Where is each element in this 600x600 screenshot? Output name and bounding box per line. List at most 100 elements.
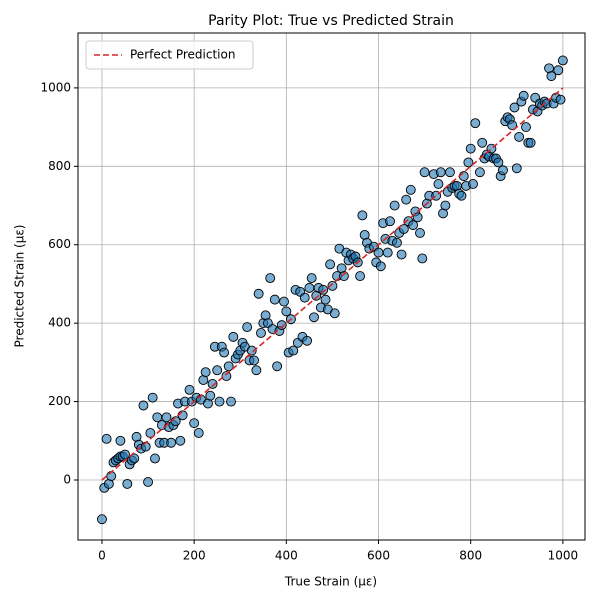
data-point <box>555 94 566 105</box>
data-point <box>279 296 289 307</box>
data-point <box>509 102 520 113</box>
data-point <box>269 294 280 305</box>
data-point <box>138 400 149 411</box>
data-point <box>525 137 536 148</box>
data-point <box>129 453 140 464</box>
data-point <box>150 453 160 464</box>
data-point <box>288 345 299 356</box>
data-point <box>299 292 310 303</box>
data-point <box>463 157 474 168</box>
data-point <box>147 392 158 403</box>
data-point <box>219 347 230 358</box>
data-point <box>389 200 400 211</box>
data-point <box>511 163 522 174</box>
x-axis-label: True Strain (με) <box>284 575 377 589</box>
data-point <box>498 165 508 176</box>
x-tick-label: 600 <box>367 549 390 563</box>
data-point <box>228 331 239 342</box>
data-point <box>265 273 276 284</box>
data-point <box>546 71 557 82</box>
data-point <box>122 478 133 489</box>
data-point <box>306 273 317 284</box>
data-point <box>398 224 409 235</box>
legend-box <box>85 40 254 70</box>
data-point <box>272 361 283 372</box>
data-point <box>212 365 223 376</box>
data-point <box>161 412 172 423</box>
data-point <box>518 90 529 101</box>
data-point <box>401 194 412 205</box>
data-point <box>251 365 262 376</box>
y-tick-label: 400 <box>48 316 71 330</box>
chart-title: Parity Plot: True vs Predicted Strain <box>208 13 454 29</box>
data-point <box>221 371 232 382</box>
data-point <box>470 118 481 129</box>
data-point <box>514 131 525 142</box>
data-point <box>143 477 154 487</box>
data-point <box>302 335 313 346</box>
data-point <box>419 167 430 178</box>
data-point <box>318 284 329 295</box>
data-point <box>338 271 349 282</box>
data-point <box>396 249 407 260</box>
data-point <box>521 122 531 133</box>
data-point <box>97 514 107 525</box>
data-point <box>557 55 568 66</box>
data-point <box>101 433 112 444</box>
data-point <box>249 355 260 366</box>
data-point <box>474 167 485 178</box>
x-tick-label: 200 <box>183 549 206 563</box>
data-point <box>145 428 156 438</box>
data-point <box>357 210 368 221</box>
data-point <box>193 428 204 438</box>
data-point <box>440 200 451 211</box>
data-point <box>256 328 266 338</box>
x-tick-label: 400 <box>275 549 298 563</box>
y-tick-label: 0 <box>63 473 71 487</box>
data-point <box>375 261 386 272</box>
reference-line <box>101 87 564 481</box>
data-point <box>189 418 200 429</box>
data-point <box>281 306 292 317</box>
data-point <box>177 410 188 421</box>
data-point <box>408 220 419 231</box>
data-point <box>120 449 130 460</box>
data-point <box>385 216 395 227</box>
data-point <box>276 320 287 331</box>
data-point <box>325 259 336 270</box>
data-point <box>175 435 186 446</box>
data-point <box>166 437 177 448</box>
data-point <box>458 171 469 182</box>
y-tick-label: 1000 <box>40 80 71 94</box>
data-point <box>320 294 331 305</box>
y-tick-label: 800 <box>48 159 71 173</box>
data-point <box>553 65 564 76</box>
data-point <box>115 435 126 446</box>
legend: Perfect Prediction <box>85 40 254 70</box>
data-point <box>304 282 315 293</box>
data-point <box>327 280 338 291</box>
legend-label: Perfect Prediction <box>130 48 235 62</box>
y-axis-label: Predicted Strain (με) <box>13 225 27 348</box>
plot-frame <box>77 32 586 541</box>
data-point <box>493 157 504 168</box>
data-point <box>253 288 264 299</box>
data-point <box>391 237 402 248</box>
data-point <box>465 143 476 154</box>
data-point <box>242 322 253 333</box>
data-point <box>445 167 455 178</box>
data-point <box>329 308 340 319</box>
data-point <box>468 179 478 189</box>
data-point <box>200 367 211 378</box>
data-point <box>477 137 488 148</box>
data-point <box>405 184 416 195</box>
data-point <box>415 228 425 238</box>
data-point <box>226 396 236 407</box>
data-point <box>433 179 444 189</box>
data-point <box>246 345 257 356</box>
data-point <box>382 247 393 258</box>
data-point <box>223 361 234 372</box>
y-tick-label: 200 <box>48 394 71 408</box>
